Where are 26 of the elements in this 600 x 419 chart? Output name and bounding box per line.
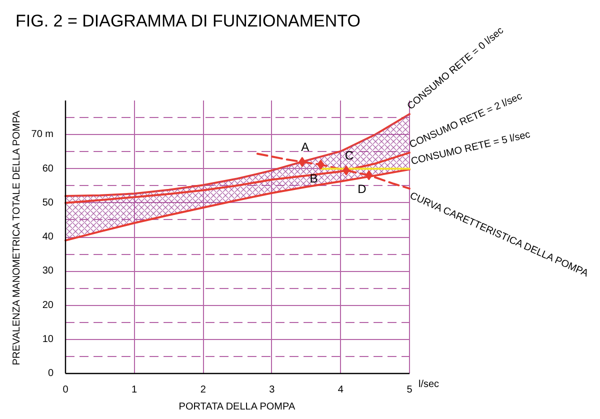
point <box>298 156 306 167</box>
x-tick-label: 5 <box>406 384 413 396</box>
y-tick-label: 30 <box>42 266 54 277</box>
chart-title: FIG. 2 = DIAGRAMMA DI FUNZIONAMENTO <box>16 12 360 30</box>
text: l/sec <box>418 379 440 390</box>
y-tick-label: 50 <box>42 197 54 208</box>
y-tick-label: 10 <box>42 334 54 345</box>
x-tick-label: 1 <box>132 384 138 396</box>
x-tick-label: 4 <box>338 384 344 396</box>
y-tick-label: 70 m <box>31 129 54 140</box>
y-axis-title: PREVALENZA MANOMETRICA TOTALE DELLA POMPA <box>11 110 22 366</box>
x-tick-label: 0 <box>62 384 69 396</box>
x-tick-label: 2 <box>200 384 206 396</box>
y-tick-label: 60 <box>42 163 54 174</box>
y-tick-label: 0 <box>48 368 54 379</box>
y-tick-label: 40 <box>42 232 54 242</box>
line-series <box>64 113 410 198</box>
line-series <box>64 152 410 204</box>
x-axis-title: PORTATA DELLA POMPA <box>178 402 296 412</box>
point <box>317 160 324 170</box>
y-tick-label: 20 <box>42 300 54 311</box>
point <box>342 165 350 176</box>
annotation: D <box>358 182 367 196</box>
point <box>365 170 372 180</box>
x-tick-label: 3 <box>269 384 276 396</box>
annotation: A <box>301 140 310 154</box>
